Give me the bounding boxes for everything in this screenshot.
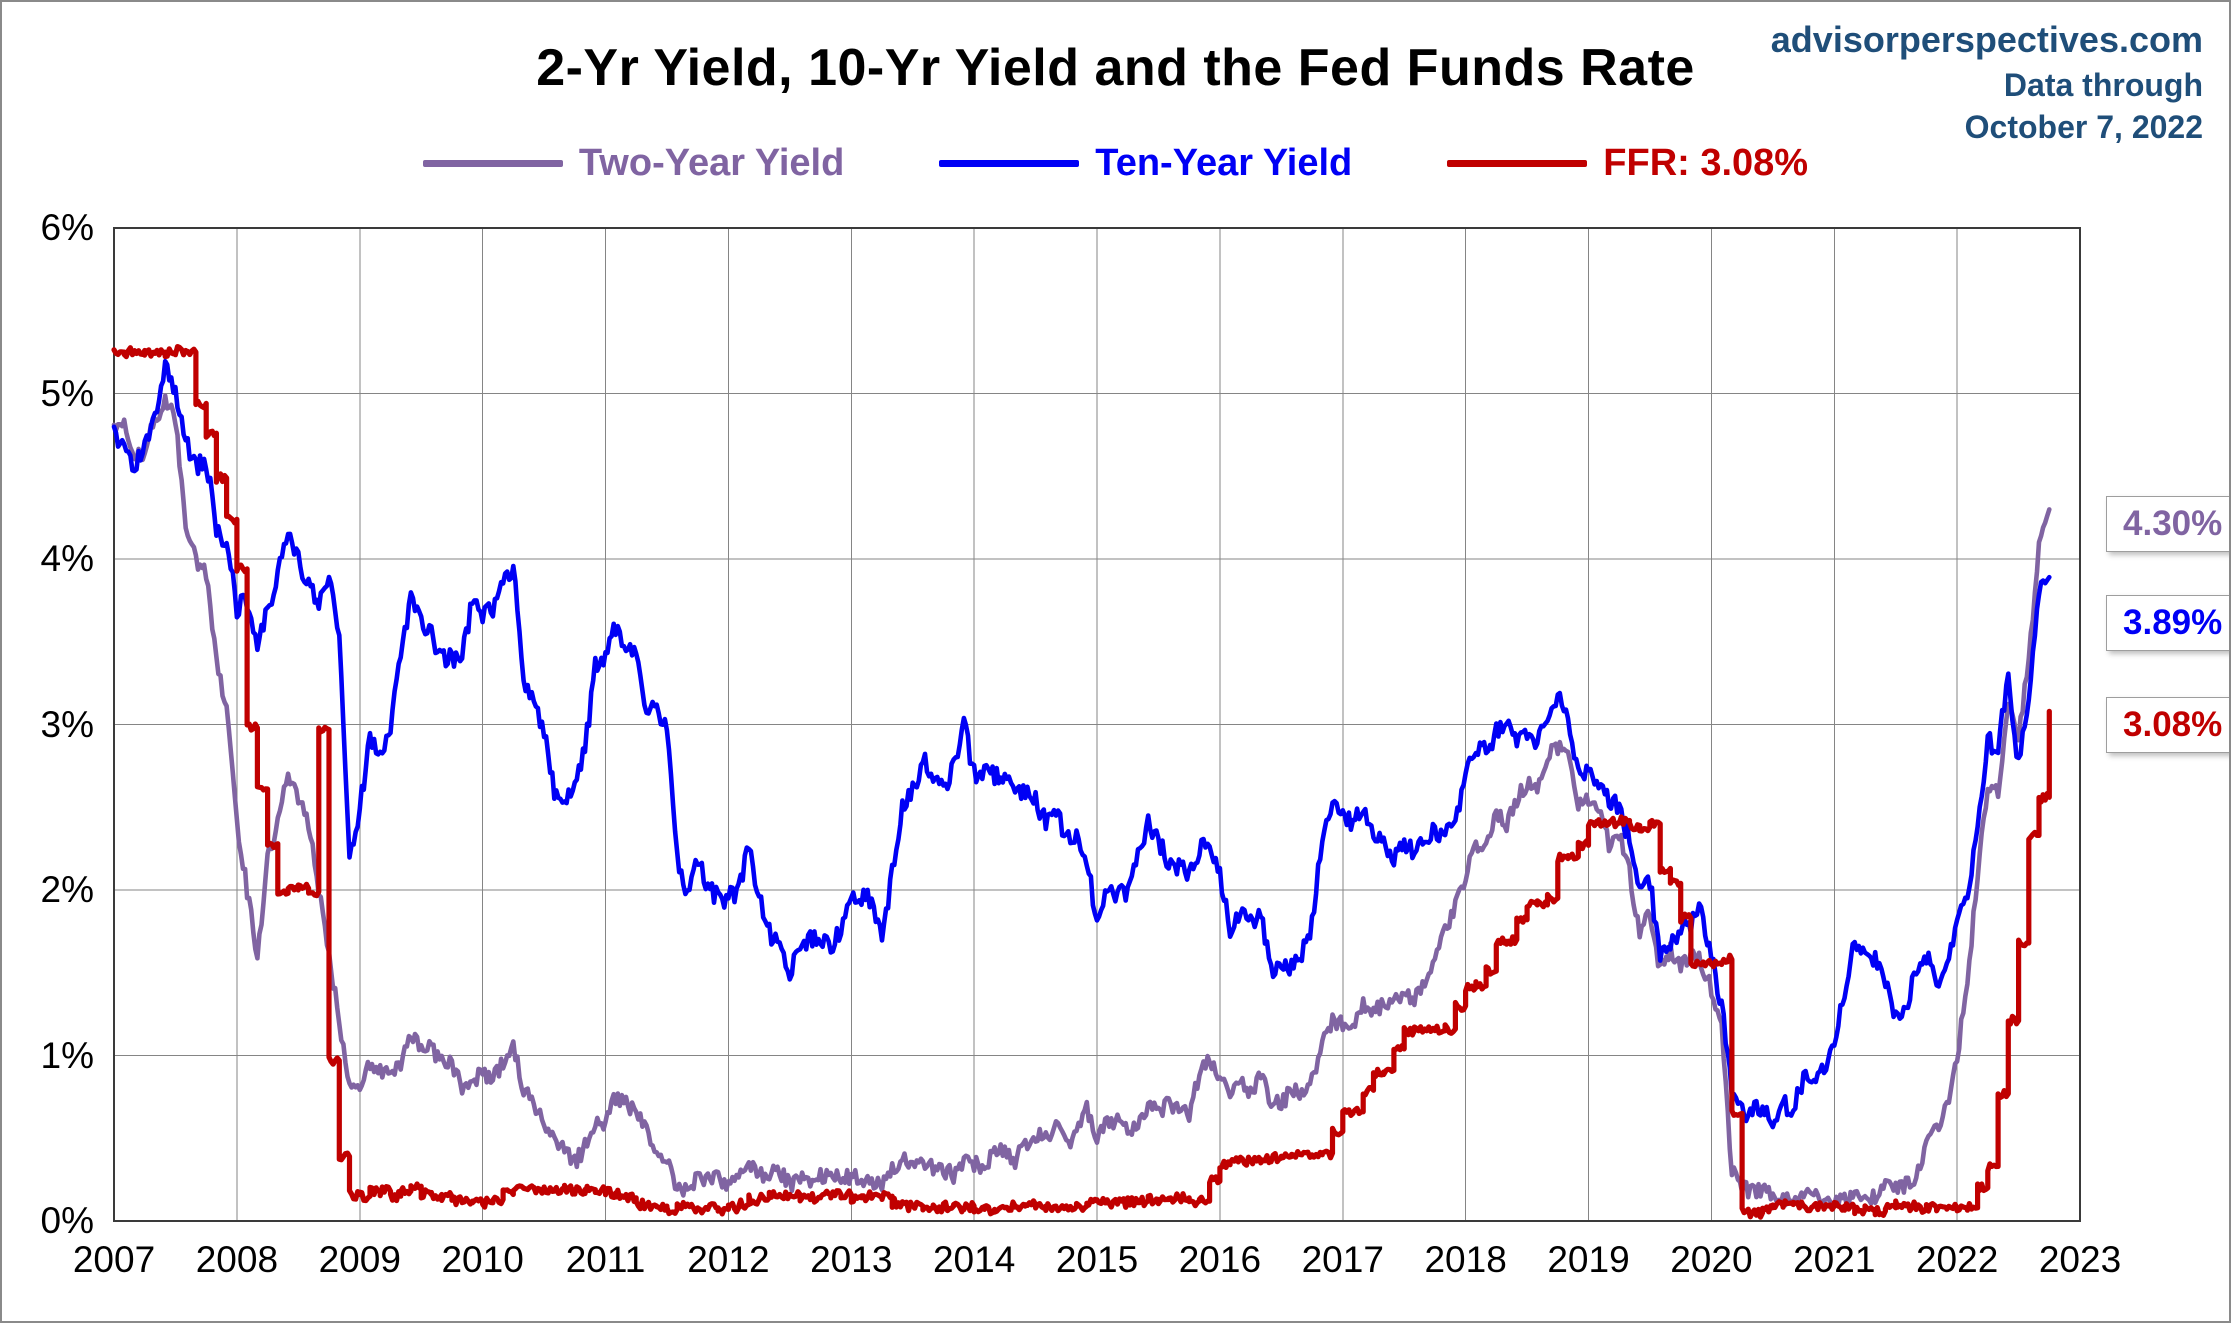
x-axis-tick-2017: 2017 [1301, 1239, 1384, 1280]
x-axis-tick-2007: 2007 [72, 1239, 156, 1280]
x-axis-tick-2008: 2008 [195, 1239, 279, 1280]
ffr-line-swatch [1447, 160, 1588, 167]
legend-item-ten-year-yield: Ten-Year Yield [939, 142, 1352, 185]
y-axis-tick-0%: 0% [40, 1200, 94, 1241]
end-label-ffr: 3.08% [2106, 697, 2231, 754]
x-axis-tick-2013: 2013 [810, 1239, 893, 1280]
attribution: advisorperspectives.com Data through Oct… [1771, 16, 2203, 148]
x-axis-tick-2014: 2014 [932, 1239, 1016, 1280]
legend-item-ffr: FFR: 3.08% [1447, 142, 1808, 185]
legend-label-ten-year-yield: Ten-Year Yield [1095, 142, 1353, 184]
legend-item-two-year-yield: Two-Year Yield [422, 142, 845, 185]
legend-label-two-year-yield: Two-Year Yield [578, 142, 845, 184]
x-axis-tick-2010: 2010 [441, 1239, 524, 1280]
x-axis-tick-2019: 2019 [1547, 1239, 1630, 1280]
ten-year-yield-line-swatch [939, 160, 1080, 167]
y-axis-tick-6%: 6% [40, 207, 94, 248]
x-axis-tick-2018: 2018 [1424, 1239, 1507, 1280]
chart-title: 2-Yr Yield, 10-Yr Yield and the Fed Fund… [536, 39, 1695, 97]
legend-label-ffr: FFR: 3.08% [1603, 142, 1809, 184]
x-axis-tick-2021: 2021 [1793, 1239, 1876, 1280]
x-axis-tick-2016: 2016 [1178, 1239, 1262, 1280]
x-axis-tick-2009: 2009 [318, 1239, 401, 1280]
two-year-yield-line-swatch [422, 160, 563, 167]
legend: Two-Year Yield Ten-Year Yield FFR: 3.08% [0, 142, 2231, 185]
end-label-two-year-yield: 4.30% [2106, 496, 2231, 553]
x-axis-tick-2015: 2015 [1055, 1239, 1139, 1280]
attribution-site: advisorperspectives.com [1770, 19, 2203, 60]
y-axis-tick-2%: 2% [40, 869, 94, 910]
x-axis-tick-2022: 2022 [1915, 1239, 1999, 1280]
x-axis-tick-2023: 2023 [2038, 1239, 2122, 1280]
x-axis-tick-2012: 2012 [687, 1239, 770, 1280]
y-axis-tick-3%: 3% [40, 703, 94, 745]
y-axis-tick-4%: 4% [40, 538, 94, 579]
x-axis-tick-2011: 2011 [565, 1239, 646, 1280]
attribution-data-through: Data through [2003, 66, 2203, 103]
y-axis-tick-5%: 5% [40, 372, 94, 414]
end-label-ten-year-yield: 3.89% [2106, 595, 2231, 652]
x-axis-tick-2020: 2020 [1670, 1239, 1753, 1280]
y-axis-tick-1%: 1% [40, 1034, 94, 1076]
attribution-date: October 7, 2022 [1964, 108, 2203, 145]
